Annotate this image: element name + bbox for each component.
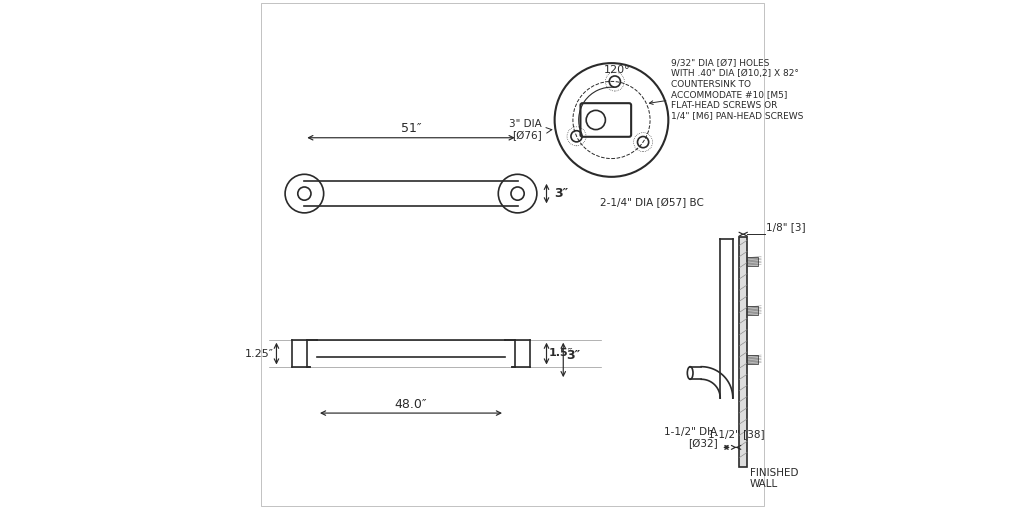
Bar — [747, 355, 757, 364]
Bar — [747, 257, 757, 266]
Text: 9/32" DIA [Ø7] HOLES
WITH .40" DIA [Ø10,2] X 82°
COUNTERSINK TO
ACCOMMODATE #10 : 9/32" DIA [Ø7] HOLES WITH .40" DIA [Ø10,… — [650, 59, 804, 120]
Text: 1-1/2" [38]: 1-1/2" [38] — [708, 429, 765, 439]
Text: 1.5″: 1.5″ — [549, 348, 574, 358]
Text: 48.0″: 48.0″ — [395, 398, 427, 411]
Text: 51″: 51″ — [401, 122, 421, 135]
Bar — [739, 237, 747, 467]
Text: 120°: 120° — [605, 65, 631, 75]
Text: 2-1/4" DIA [Ø57] BC: 2-1/4" DIA [Ø57] BC — [600, 198, 704, 208]
Bar — [747, 306, 757, 315]
Text: 1-1/2" DIA
[Ø32]: 1-1/2" DIA [Ø32] — [664, 428, 718, 449]
Text: 3" DIA
[Ø76]: 3" DIA [Ø76] — [509, 119, 542, 141]
Text: 3″: 3″ — [566, 349, 580, 362]
Text: FINISHED
WALL: FINISHED WALL — [749, 468, 798, 489]
Text: 3″: 3″ — [555, 187, 569, 200]
Text: 1.25″: 1.25″ — [245, 349, 274, 358]
Text: 1/8" [3]: 1/8" [3] — [766, 222, 806, 232]
